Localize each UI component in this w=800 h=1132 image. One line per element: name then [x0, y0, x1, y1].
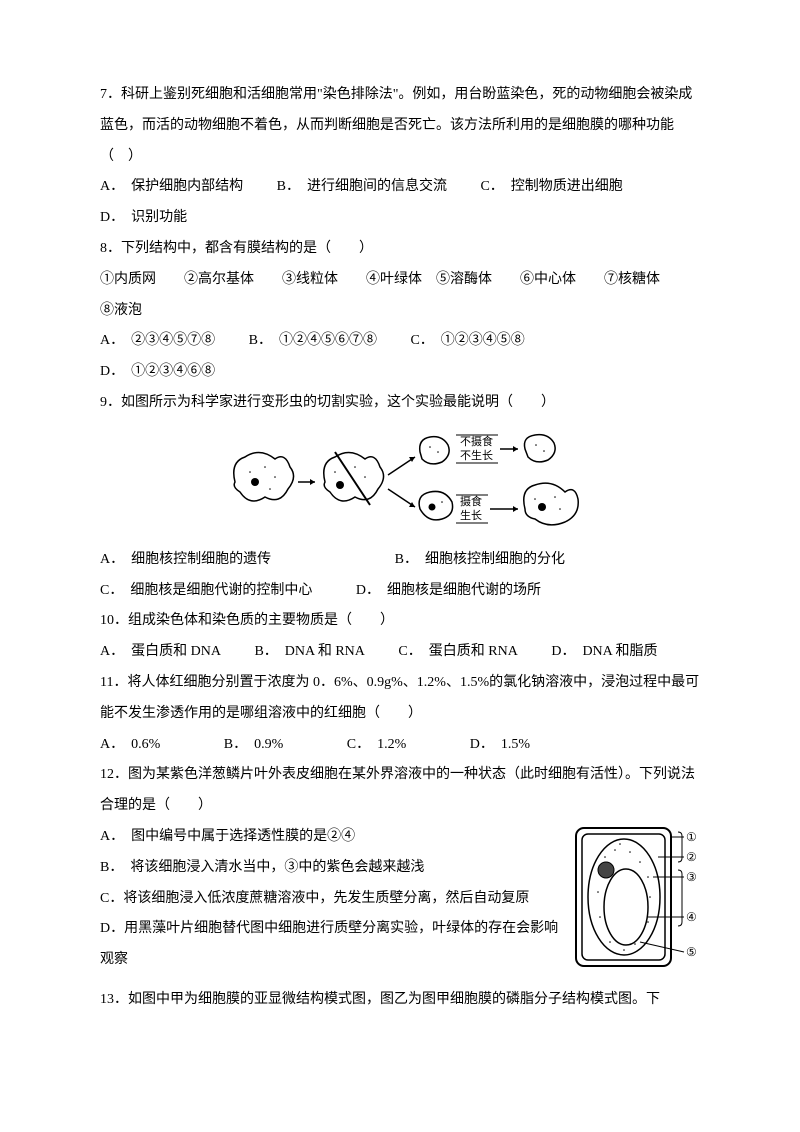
- q8-opt-d: D． ①②③④⑥⑧: [100, 357, 215, 388]
- label-grow: 生长: [460, 508, 482, 522]
- label-5: ⑤: [686, 945, 697, 959]
- q8-text: 8．下列结构中，都含有膜结构的是（ ）: [100, 234, 700, 265]
- question-7: 7．科研上鉴别死细胞和活细胞常用"染色排除法"。例如，用台盼蓝染色，死的动物细胞…: [100, 80, 700, 234]
- q8-opt-a: A． ②③④⑤⑦⑧: [100, 326, 215, 357]
- q7-opt-d: D． 识别功能: [100, 203, 700, 234]
- q11-opt-a: A． 0.6%: [100, 730, 160, 761]
- q9-opt-b: B． 细胞核控制细胞的分化: [395, 552, 565, 567]
- question-10: 10．组成染色体和染色质的主要物质是（ ） A． 蛋白质和 DNA B． DNA…: [100, 606, 700, 668]
- q7-opt-a: A． 保护细胞内部结构: [100, 172, 243, 203]
- q10-options: A． 蛋白质和 DNA B． DNA 和 RNA C． 蛋白质和 RNA D． …: [100, 637, 700, 668]
- q7-text: 7．科研上鉴别死细胞和活细胞常用"染色排除法"。例如，用台盼蓝染色，死的动物细胞…: [100, 80, 700, 172]
- label-no-eat: 不摄食: [460, 434, 493, 448]
- q7-opt-b: B． 进行细胞间的信息交流: [277, 172, 447, 203]
- q10-opt-b: B． DNA 和 RNA: [254, 637, 364, 668]
- q10-opt-d: D． DNA 和脂质: [551, 644, 657, 659]
- label-eat: 摄食: [460, 494, 482, 508]
- q10-opt-c: C． 蛋白质和 RNA: [398, 637, 517, 668]
- q11-opt-c: C． 1.2%: [347, 730, 407, 761]
- q9-opt-d: D． 细胞核是细胞代谢的场所: [356, 583, 541, 598]
- q11-opt-b: B． 0.9%: [224, 730, 284, 761]
- label-1: ①: [686, 830, 697, 844]
- q10-opt-a: A． 蛋白质和 DNA: [100, 637, 221, 668]
- q9-options-row2: C． 细胞核是细胞代谢的控制中心 D． 细胞核是细胞代谢的场所: [100, 576, 700, 607]
- amoeba-experiment-diagram: 不摄食 不生长 摄食 生长: [220, 427, 580, 537]
- q12-text: 12．图为某紫色洋葱鳞片叶外表皮细胞在某外界溶液中的一种状态（此时细胞有活性）。…: [100, 760, 700, 822]
- question-9: 9．如图所示为科学家进行变形虫的切割实验，这个实验最能说明（ ）: [100, 388, 700, 606]
- q7-opt-c: C． 控制物质进出细胞: [480, 172, 622, 203]
- question-11: 11．将人体红细胞分别置于浓度为 0．6%、0.9g%、1.2%、1.5%的氯化…: [100, 668, 700, 760]
- label-4: ④: [686, 910, 697, 924]
- label-no-grow: 不生长: [460, 448, 493, 462]
- q9-diagram-wrapper: 不摄食 不生长 摄食 生长: [100, 427, 700, 537]
- q10-text: 10．组成染色体和染色质的主要物质是（ ）: [100, 606, 700, 637]
- label-2: ②: [686, 850, 697, 864]
- q11-options: A． 0.6% B． 0.9% C． 1.2% D． 1.5%: [100, 730, 700, 761]
- q8-items: ①内质网 ②高尔基体 ③线粒体 ④叶绿体 ⑤溶酶体 ⑥中心体 ⑦核糖体 ⑧液泡: [100, 265, 700, 327]
- question-8: 8．下列结构中，都含有膜结构的是（ ） ①内质网 ②高尔基体 ③线粒体 ④叶绿体…: [100, 234, 700, 388]
- question-12: 12．图为某紫色洋葱鳞片叶外表皮细胞在某外界溶液中的一种状态（此时细胞有活性）。…: [100, 760, 700, 984]
- q8-opt-c: C． ①②③④⑤⑧: [410, 326, 524, 357]
- q9-options-row1: A． 细胞核控制细胞的遗传 B． 细胞核控制细胞的分化: [100, 545, 700, 576]
- q12-diagram-wrapper: ① ② ③ ④ ⑤: [570, 822, 700, 985]
- plasmolysis-cell-diagram: ① ② ③ ④ ⑤: [570, 822, 700, 972]
- q9-opt-a: A． 细胞核控制细胞的遗传: [100, 545, 271, 576]
- q13-text: 13．如图中甲为细胞膜的亚显微结构模式图，图乙为图甲细胞膜的磷脂分子结构模式图。…: [100, 985, 700, 1016]
- q8-options: A． ②③④⑤⑦⑧ B． ①②④⑤⑥⑦⑧ C． ①②③④⑤⑧ D． ①②③④⑥⑧: [100, 326, 700, 388]
- q11-text: 11．将人体红细胞分别置于浓度为 0．6%、0.9g%、1.2%、1.5%的氯化…: [100, 668, 700, 730]
- q7-options: A． 保护细胞内部结构 B． 进行细胞间的信息交流 C． 控制物质进出细胞: [100, 172, 700, 203]
- question-13: 13．如图中甲为细胞膜的亚显微结构模式图，图乙为图甲细胞膜的磷脂分子结构模式图。…: [100, 985, 700, 1016]
- label-3: ③: [686, 870, 697, 884]
- q11-opt-d: D． 1.5%: [470, 737, 530, 752]
- q8-opt-b: B． ①②④⑤⑥⑦⑧: [249, 326, 377, 357]
- q9-opt-c: C． 细胞核是细胞代谢的控制中心: [100, 576, 312, 607]
- q9-text: 9．如图所示为科学家进行变形虫的切割实验，这个实验最能说明（ ）: [100, 388, 700, 419]
